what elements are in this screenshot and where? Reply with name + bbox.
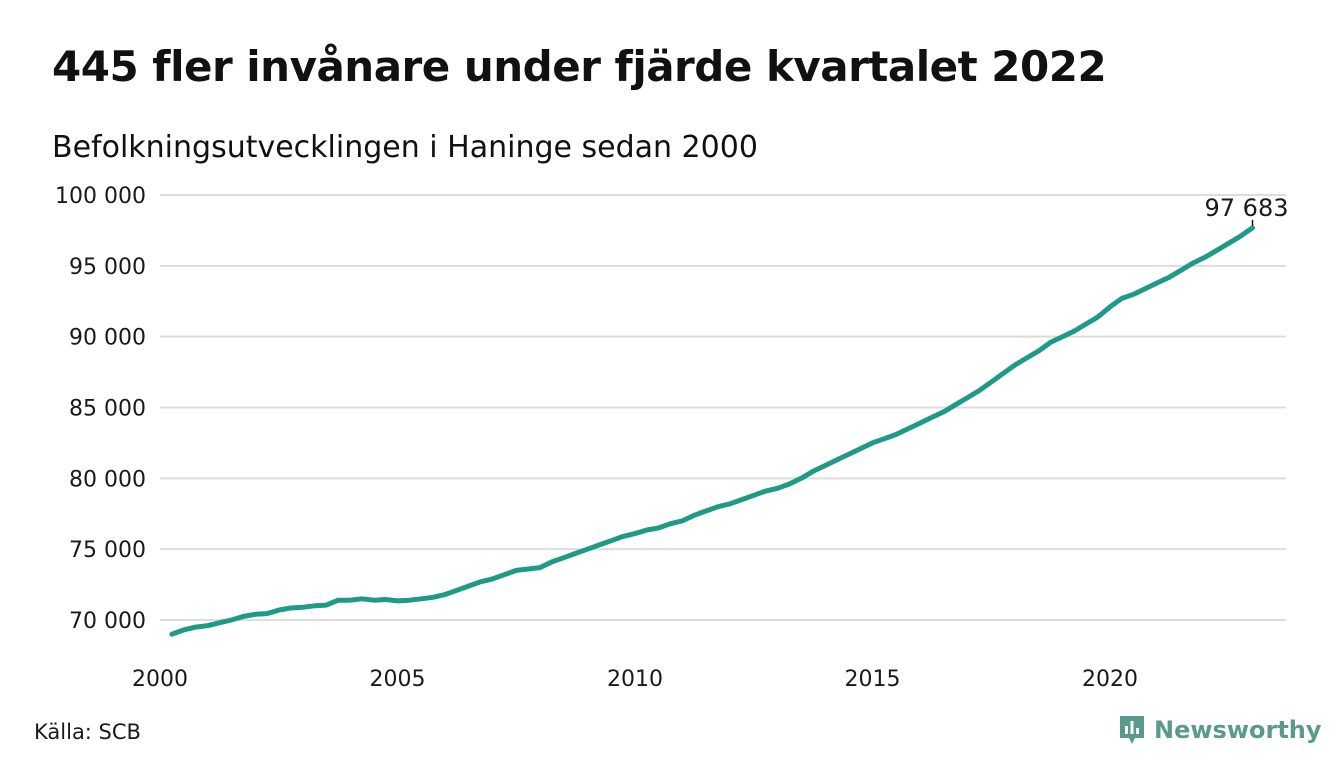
chart-subtitle: Befolkningsutvecklingen i Haninge sedan … xyxy=(52,130,758,165)
brand-name: Newsworthy xyxy=(1154,716,1322,744)
y-tick-label: 80 000 xyxy=(69,467,146,492)
y-tick-label: 85 000 xyxy=(69,397,146,422)
x-axis-ticks: 2000 2005 2010 2015 2020 xyxy=(132,667,1138,692)
bar-chart-speech-bubble-icon xyxy=(1120,716,1144,744)
x-tick-label: 2015 xyxy=(845,667,901,692)
annotations: 97 683 xyxy=(1205,194,1289,226)
y-tick-label: 70 000 xyxy=(69,609,146,634)
series-line xyxy=(169,225,1255,637)
y-tick-label: 75 000 xyxy=(69,538,146,563)
x-tick-label: 2005 xyxy=(370,667,426,692)
y-tick-label: 90 000 xyxy=(69,326,146,351)
grid-lines xyxy=(160,194,1286,621)
x-tick-label: 2010 xyxy=(607,667,663,692)
x-tick-label: 2020 xyxy=(1082,667,1138,692)
y-tick-label: 100 000 xyxy=(55,184,146,209)
series-layer xyxy=(169,225,1255,637)
y-tick-label: 95 000 xyxy=(69,255,146,280)
source-note: Källa: SCB xyxy=(34,720,141,744)
newsworthy-logo: Newsworthy xyxy=(1118,714,1322,746)
y-axis-ticks: 70 000 75 000 80 000 85 000 90 000 95 000 100 … xyxy=(55,184,146,634)
x-tick-label: 2000 xyxy=(132,667,188,692)
chart-title: 445 fler invånare under fjärde kvartalet… xyxy=(52,42,1107,91)
end-value-label: 97 683 xyxy=(1205,194,1289,222)
